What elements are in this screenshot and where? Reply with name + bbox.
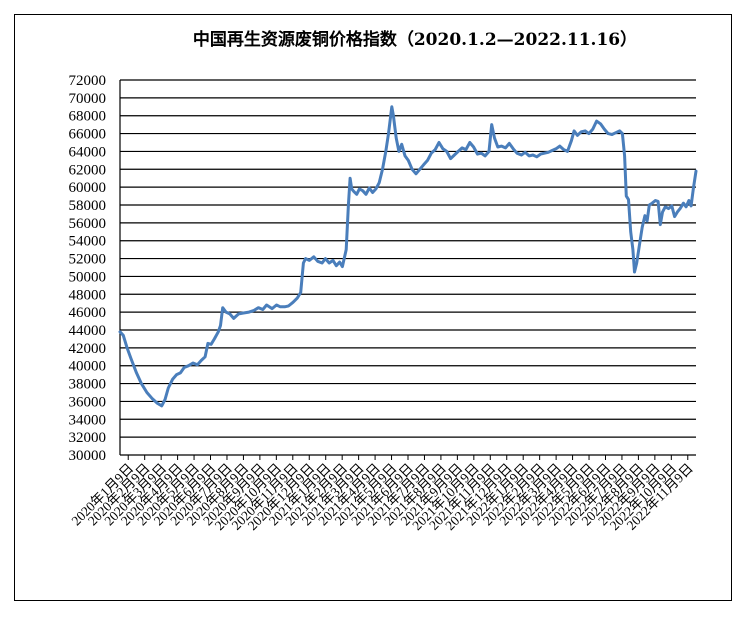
chart-frame [14,14,732,601]
y-tick-label: 60000 [69,180,107,196]
x-axis: 2020年1月9日2020年2月9日2020年3月9日2020年4月9日2020… [68,455,696,533]
series-layer [118,105,698,408]
y-tick-label: 56000 [69,216,107,232]
y-tick-label: 68000 [69,109,107,125]
y-tick-label: 38000 [69,377,107,393]
y-tick-label: 30000 [69,448,107,464]
series-line [118,105,698,408]
y-tick-label: 54000 [69,234,107,250]
y-tick-label: 48000 [69,287,107,303]
y-tick-label: 34000 [69,412,107,428]
y-tick-label: 42000 [69,341,107,357]
chart-title: 中国再生资源废铜价格指数（2020.1.2—2022.11.16） [193,29,637,50]
y-tick-label: 64000 [69,144,107,160]
y-tick-label: 72000 [69,73,107,89]
y-tick-label: 44000 [69,323,107,339]
y-tick-label: 52000 [69,252,107,268]
y-tick-label: 32000 [69,430,107,446]
y-tick-label: 50000 [69,269,107,285]
y-tick-label: 62000 [69,162,107,178]
y-tick-label: 58000 [69,198,107,214]
y-tick-label: 46000 [69,305,107,321]
y-tick-label: 40000 [69,359,107,375]
y-tick-label: 70000 [69,91,107,107]
y-tick-label: 66000 [69,127,107,143]
y-tick-label: 36000 [69,394,107,410]
grid [119,79,696,456]
